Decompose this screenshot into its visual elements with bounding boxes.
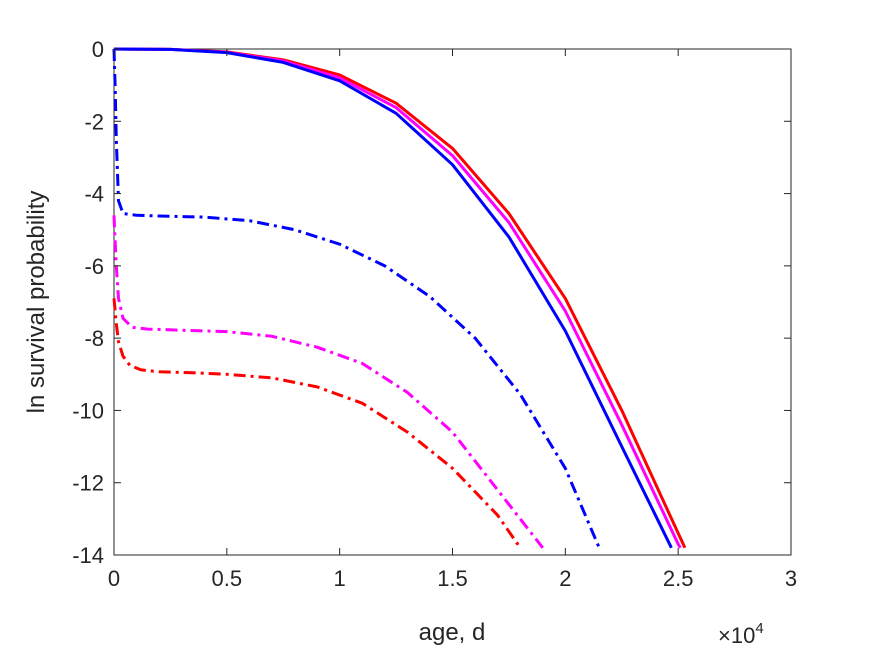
x-tick-label: 2 (559, 566, 571, 591)
x-tick-label: 0 (108, 566, 120, 591)
y-tick-label: -4 (84, 182, 104, 207)
x-tick-label: 3 (785, 566, 797, 591)
series-line-6 (112, 298, 522, 549)
y-tick-label: -14 (72, 543, 104, 568)
series-line-5 (112, 215, 544, 549)
x-tick-label: 0.5 (212, 566, 243, 591)
x-axis-label: age, d (419, 619, 486, 646)
series-line-3 (113, 47, 673, 549)
y-tick-label: -12 (72, 471, 104, 496)
y-tick-label: 0 (92, 37, 104, 62)
series-layer (112, 47, 687, 549)
y-tick-label: -6 (84, 254, 104, 279)
x-tick-label: 1.5 (437, 566, 468, 591)
x-axis-multiplier: ×104 (718, 620, 764, 648)
y-tick-label: -10 (72, 398, 104, 423)
y-tick-label: -8 (84, 326, 104, 351)
y-axis-label: ln survival probability (23, 191, 50, 414)
ticks-layer: 0 0.5 1 1.5 2 2.5 3 0 -2 -4 -6 -8 -10 -12 -14 (72, 37, 797, 591)
y-tick-label: -2 (84, 109, 104, 134)
x-multiplier-exponent: 4 (755, 620, 763, 637)
x-tick-label: 2.5 (663, 566, 694, 591)
x-multiplier-base: ×10 (718, 623, 755, 648)
plot-area (113, 48, 792, 556)
series-line-4 (112, 48, 601, 549)
x-tick-label: 1 (334, 566, 346, 591)
